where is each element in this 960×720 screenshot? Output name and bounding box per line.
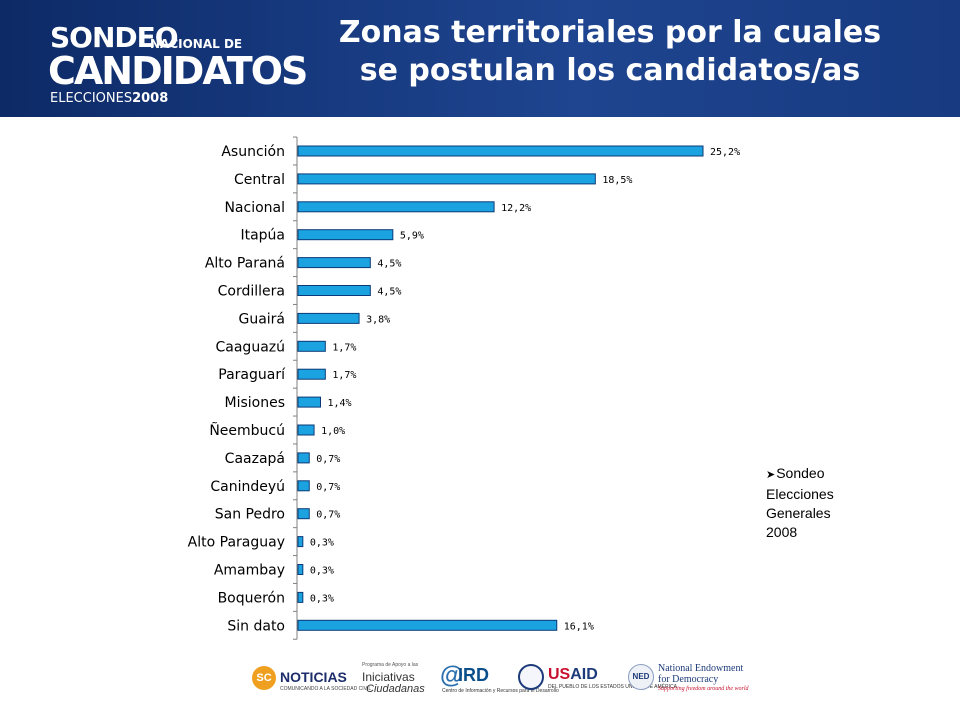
logo-year: 2008 [132, 91, 169, 106]
data-label-san-pedro: 0,7% [316, 510, 340, 521]
sc-noticias-logo-icon: SC NOTICIAS COMUNICANDO A LA SOCIEDAD CI… [250, 660, 371, 696]
data-label-itapua: 5,9% [400, 231, 424, 242]
bar-san-pedro [297, 508, 310, 520]
usaid-seal-icon [518, 664, 544, 690]
category-label-guaira: Guairá [238, 311, 285, 327]
bar-canindeyu [297, 480, 310, 492]
source-note: ➤Sondeo Elecciones Generales 2008 [766, 464, 876, 542]
category-label-itapua: Itapúa [240, 228, 285, 244]
logo-elecciones-text: ELECCIONES2008 [50, 92, 168, 106]
category-label-boqueron: Boquerón [218, 590, 285, 606]
category-label-sin-dato: Sin dato [227, 618, 285, 634]
ned-sub: Supporting freedom around the world [658, 686, 749, 692]
category-label-canindeyu: Canindeyú [210, 479, 285, 495]
sondeo-logo: SONDEO NACIONAL DE CANDIDATOS ELECCIONES… [42, 16, 308, 110]
usaid-name: USAID [548, 666, 598, 684]
bar-nacional [297, 201, 495, 213]
bar-alto-paraguay [297, 536, 304, 548]
data-label-sin-dato: 16,1% [564, 621, 594, 632]
category-label-nacional: Nacional [224, 200, 285, 216]
data-label-paraguari: 1,7% [332, 370, 356, 381]
logo-sondeo-text: SONDEO [50, 21, 179, 54]
category-label-asuncion: Asunción [221, 144, 285, 160]
iniciativas-ciudadanas-logo-icon: Programa de Apoyo a las Iniciativas Ciud… [358, 660, 425, 696]
bar-central [297, 173, 596, 185]
logo-candidatos-text: CANDIDATOS [48, 49, 308, 93]
data-label-cordillera: 4,5% [377, 287, 401, 298]
usaid-logo-icon: USAID DEL PUEBLO DE LOS ESTADOS UNIDOS D… [518, 660, 677, 696]
bar-alto-parana [297, 257, 371, 269]
logo-elecciones-word: ELECCIONES [50, 91, 133, 106]
sc-sub: COMUNICANDO A LA SOCIEDAD CIVIL [280, 686, 372, 692]
title-line-1: Zonas territoriales por la cuales [338, 15, 882, 50]
data-label-guaira: 3,8% [366, 314, 390, 325]
category-label-caaguazu: Caaguazú [216, 339, 286, 355]
category-label-amambay: Amambay [214, 563, 285, 579]
ned-name-1: National Endowment [658, 663, 744, 674]
data-label-amambay: 0,3% [310, 566, 334, 577]
ird-name: IRD [458, 665, 489, 685]
logo-nacional-text: NACIONAL DE [150, 37, 243, 51]
bar-asuncion [297, 145, 704, 157]
category-label-paraguari: Paraguarí [218, 367, 286, 383]
bar-caazapa [297, 452, 310, 464]
note-line-2: Elecciones [766, 486, 834, 502]
ird-mark: @ [440, 662, 464, 689]
category-label-alto-parana: Alto Paraná [205, 256, 285, 272]
iniciativas-sub: Programa de Apoyo a las [362, 662, 419, 668]
data-label-alto-parana: 4,5% [377, 259, 401, 270]
data-label-central: 18,5% [602, 175, 632, 186]
ird-sub: Centro de Información y Recursos para el… [442, 688, 559, 694]
ned-logo-icon: NED National Endowment for Democracy Sup… [628, 660, 750, 696]
ird-logo-icon: @ IRD Centro de Información y Recursos p… [440, 660, 559, 696]
bar-caaguazu [297, 340, 326, 352]
ned-mark: NED [628, 664, 654, 690]
data-label-caaguazu: 1,7% [332, 342, 356, 353]
bar-boqueron [297, 591, 304, 603]
category-label-caazapa: Caazapá [225, 451, 285, 467]
sc-mark: SC [252, 666, 276, 690]
usaid-name-rest: AID [570, 666, 598, 683]
bar-cordillera [297, 285, 371, 296]
category-label-cordillera: Cordillera [218, 284, 285, 300]
data-label-misiones: 1,4% [328, 398, 352, 409]
bar-chart: Asunción 25,2% Central 18,5% Nacional 12,2% It… [188, 136, 740, 640]
bar-misiones [297, 396, 321, 408]
data-label-asuncion: 25,2% [710, 147, 740, 158]
sponsor-footer: SC NOTICIAS COMUNICANDO A LA SOCIEDAD CI… [250, 660, 750, 700]
category-label-central: Central [234, 172, 285, 188]
usaid-sub: DEL PUEBLO DE LOS ESTADOS UNIDOS DE AMÉR… [548, 684, 677, 690]
data-label-boqueron: 0,3% [310, 593, 334, 604]
bar-amambay [297, 564, 304, 575]
usaid-name-accent: US [548, 666, 571, 683]
category-label-san-pedro: San Pedro [215, 507, 285, 523]
sc-name: NOTICIAS [280, 669, 347, 685]
data-label-nacional: 12,2% [501, 203, 531, 214]
data-label-alto-paraguay: 0,3% [310, 538, 334, 549]
bar-itapua [297, 229, 394, 241]
category-label-neembucu: Ñeembucú [209, 422, 285, 439]
bar-neembucu [297, 424, 315, 436]
data-label-canindeyu: 0,7% [316, 482, 340, 493]
bar-guaira [297, 312, 360, 324]
note-line-1: Sondeo [776, 465, 825, 481]
page-title: Zonas territoriales por la cuales se pos… [300, 14, 920, 90]
note-line-3: Generales [766, 505, 831, 521]
category-label-misiones: Misiones [225, 395, 286, 411]
data-label-caazapa: 0,7% [316, 454, 340, 465]
bar-paraguari [297, 368, 326, 380]
data-label-neembucu: 1,0% [321, 426, 345, 437]
title-line-2: se postulan los candidatos/as [359, 53, 861, 88]
note-line-4: 2008 [766, 524, 798, 540]
ned-name-2: for Democracy [658, 674, 719, 685]
iniciativas-name-2: Ciudadanas [366, 683, 425, 695]
category-label-alto-paraguay: Alto Paraguay [188, 535, 285, 551]
iniciativas-name: Iniciativas [362, 670, 415, 684]
arrow-right-icon: ➤ [766, 469, 776, 481]
bar-sin-dato [297, 619, 558, 631]
header-banner: SONDEO NACIONAL DE CANDIDATOS ELECCIONES… [0, 0, 960, 117]
